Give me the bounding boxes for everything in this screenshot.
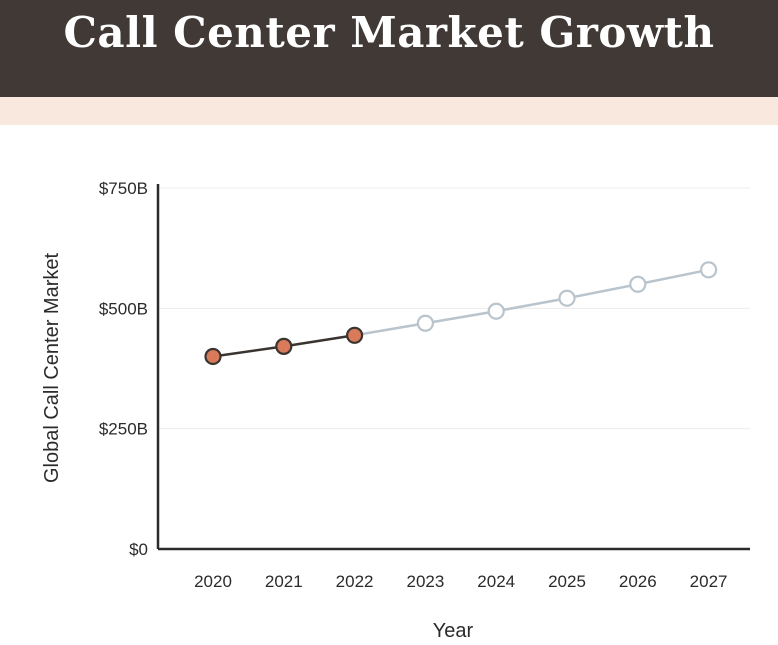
x-axis-title: Year [433,620,474,642]
x-tick-labels: 2020 2021 2022 2023 2024 2025 2026 2027 [194,572,727,591]
data-point [416,314,434,332]
data-point [699,261,718,279]
header-band [0,97,778,125]
y-axis-title: Global Call Center Market [41,253,63,484]
data-point [346,326,364,344]
chart-title: Call Center Market Growth [63,8,715,57]
series [204,261,718,366]
x-tick-label: 2021 [265,572,303,591]
y-tick-label: $0 [129,540,148,559]
x-tick-label: 2022 [336,572,374,591]
data-point [629,275,647,293]
data-point [487,302,505,320]
grid-lines [158,187,750,430]
x-tick-label: 2027 [690,572,728,591]
y-tick-label: $250B [99,420,148,439]
series-line [354,268,709,337]
x-tick-label: 2024 [477,572,515,591]
title-bar: Call Center Market Growth [0,0,778,97]
x-tick-label: 2026 [619,572,657,591]
y-tick-labels: $0 $250B $500B $750B [99,179,148,559]
x-tick-label: 2023 [406,572,444,591]
data-point [275,337,293,355]
x-tick-label: 2025 [548,572,586,591]
x-tick-label: 2020 [194,572,232,591]
data-point [204,347,222,366]
y-tick-label: $750B [99,179,148,198]
axes [156,184,750,551]
y-tick-label: $500B [99,299,148,318]
data-point [558,289,576,307]
